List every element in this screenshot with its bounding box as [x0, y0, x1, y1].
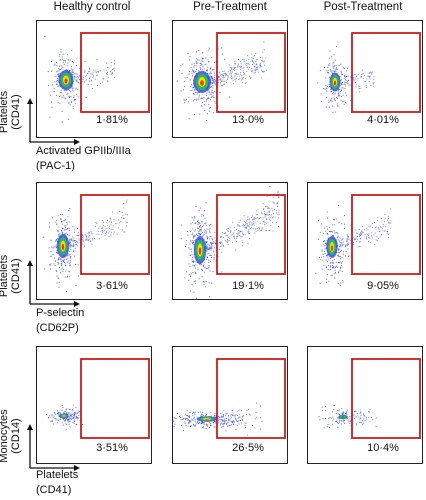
y-axis-label-main: Monocytes	[0, 409, 10, 463]
axis-arrows	[27, 424, 80, 471]
x-axis-label-main: Activated GPIIb/IIIa	[36, 145, 131, 157]
gate-rectangle	[216, 32, 286, 113]
event-cloud	[315, 204, 392, 287]
x-axis-label: Activated GPIIb/IIIa (PAC-1)	[36, 144, 131, 174]
gate-percentage: 26·5%	[232, 442, 264, 454]
x-axis-label-sub: (CD41)	[36, 484, 72, 496]
plot-r2-healthy	[36, 182, 152, 300]
event-cloud	[44, 35, 116, 123]
gate-rectangle	[216, 194, 286, 275]
gate-percentage: 1·81%	[96, 114, 128, 126]
plot-frame	[307, 346, 423, 464]
x-axis-label: P-selectin (CD62P)	[36, 306, 84, 336]
gate-rectangle	[80, 358, 150, 439]
event-cloud	[172, 402, 263, 436]
plot-r3-pre	[172, 346, 288, 464]
plot-frame	[36, 20, 152, 138]
plot-canvas	[307, 182, 423, 300]
gate-rectangle	[216, 358, 286, 439]
y-axis-label-sub: (CD14)	[10, 418, 22, 454]
y-axis-label-sub: (CD41)	[10, 258, 22, 294]
plot-r2-post	[307, 182, 423, 300]
plot-frame	[172, 20, 288, 138]
event-cloud	[172, 41, 267, 122]
plot-canvas	[36, 182, 152, 300]
event-cloud	[180, 186, 280, 299]
gate-rectangle	[351, 32, 421, 113]
gate-percentage: 19·1%	[232, 280, 264, 292]
plot-canvas	[307, 346, 423, 464]
y-axis-label: Platelets (CD41)	[0, 77, 22, 147]
event-cloud	[317, 45, 375, 113]
plot-canvas	[36, 20, 152, 138]
gate-rectangle	[80, 32, 150, 113]
plot-canvas	[172, 346, 288, 464]
x-axis-label: Platelets (CD41)	[36, 468, 78, 498]
plot-canvas	[172, 20, 288, 138]
event-cloud	[45, 404, 84, 430]
x-axis-label-sub: (CD62P)	[36, 322, 79, 334]
y-axis-label-main: Platelets	[0, 90, 10, 134]
gate-rectangle	[351, 358, 421, 439]
plot-r1-post	[307, 20, 423, 138]
event-cloud	[318, 405, 378, 429]
x-axis-label-main: Platelets	[36, 469, 79, 481]
gate-percentage: 4·01%	[367, 114, 399, 126]
column-header-post-treatment: Post-Treatment	[323, 1, 403, 13]
event-cloud	[42, 199, 128, 293]
gate-percentage: 9·05%	[367, 280, 399, 292]
plot-r3-healthy	[36, 346, 152, 464]
plot-r1-pre	[172, 20, 288, 138]
gate-percentage: 3·51%	[96, 442, 128, 454]
gate-rectangle	[80, 194, 150, 275]
y-axis-label-main: Platelets	[0, 254, 10, 298]
column-header-healthy-control: Healthy control	[53, 1, 131, 13]
gate-percentage: 3·61%	[96, 280, 128, 292]
x-axis-label-sub: (PAC-1)	[36, 160, 75, 172]
plot-r1-healthy	[36, 20, 152, 138]
plot-r3-post	[307, 346, 423, 464]
gate-percentage: 13·0%	[232, 114, 264, 126]
gate-rectangle	[351, 194, 421, 275]
plot-frame	[307, 20, 423, 138]
axis-arrows	[27, 98, 80, 145]
y-axis-label: Monocytes (CD14)	[0, 401, 22, 471]
plot-r2-pre	[172, 182, 288, 300]
plot-frame	[172, 182, 288, 300]
plot-canvas	[36, 346, 152, 464]
y-axis-label: Platelets (CD41)	[0, 241, 22, 311]
plot-frame	[36, 346, 152, 464]
axis-arrows	[27, 260, 80, 307]
column-header-pre-treatment: Pre-Treatment	[193, 1, 267, 13]
gate-percentage: 10·4%	[367, 442, 399, 454]
plot-canvas	[172, 182, 288, 300]
plot-frame	[172, 346, 288, 464]
y-axis-label-sub: (CD41)	[10, 94, 22, 130]
plot-canvas	[307, 20, 423, 138]
x-axis-label-main: P-selectin	[36, 307, 85, 319]
